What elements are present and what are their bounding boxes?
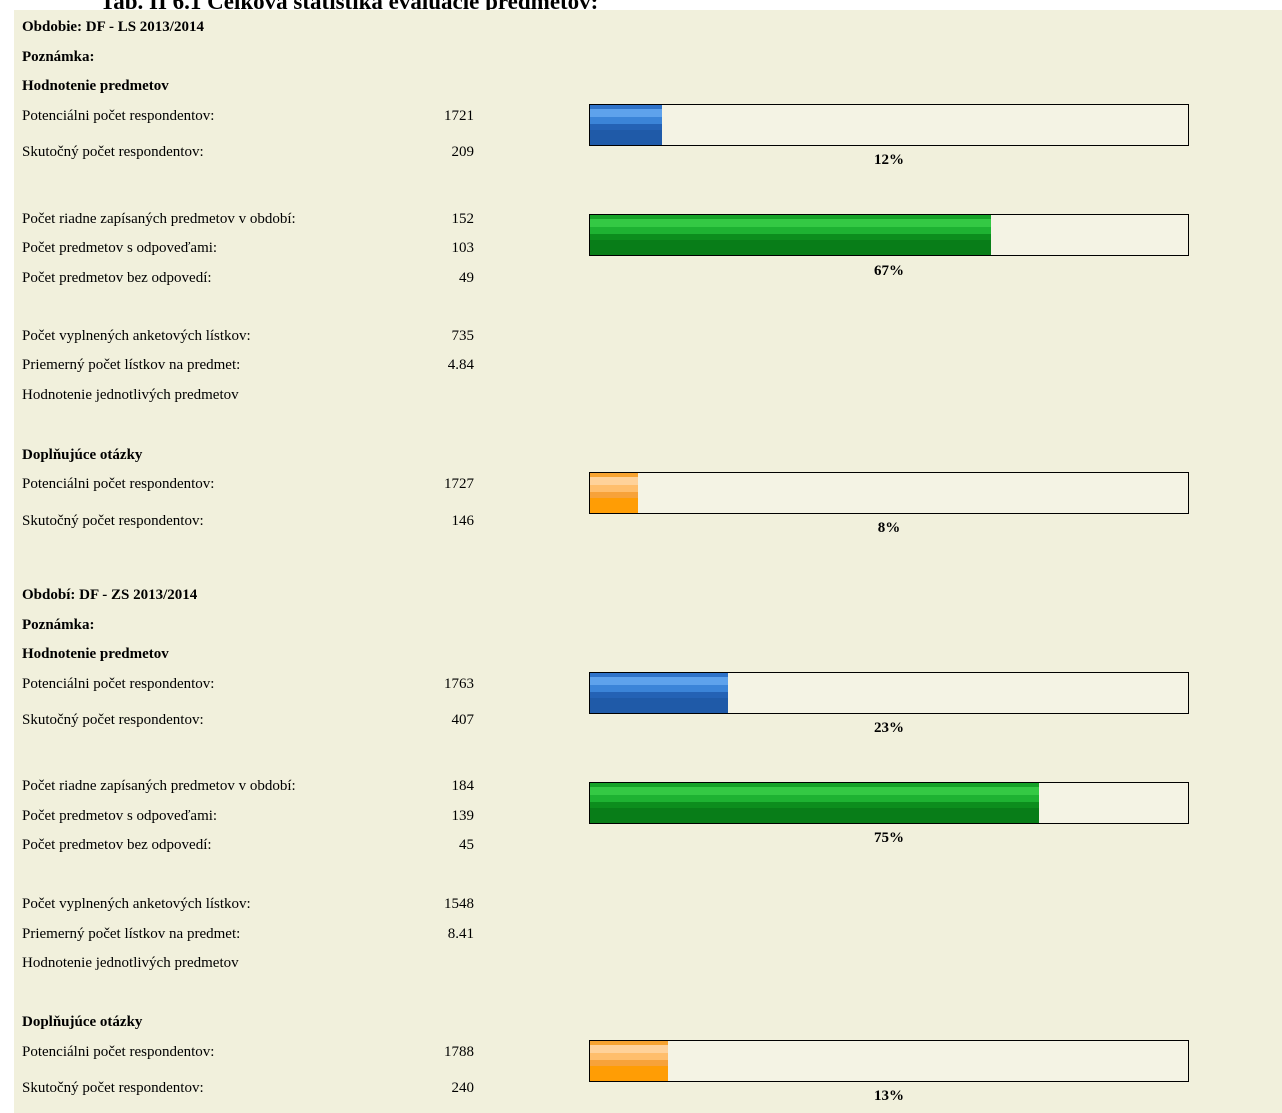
subjects-with-answers-value: 139 — [451, 808, 475, 824]
respondents-progress-fill — [590, 673, 728, 713]
subjects-progress-percent: 67% — [874, 263, 904, 279]
supp-respondents-progress-percent: 13% — [874, 1088, 904, 1104]
actual-respondents-label: Skutočný počet respondentov: — [22, 712, 204, 728]
average-forms-value: 4.84 — [447, 357, 474, 373]
evaluation-heading: Hodnotenie predmetov — [22, 78, 169, 94]
average-forms-value: 8.41 — [447, 926, 474, 942]
respondents-progress-bar — [589, 672, 1189, 714]
actual-respondents-value: 209 — [451, 144, 475, 160]
subjects-with-answers-value: 103 — [451, 240, 475, 256]
respondents-progress-fill — [590, 105, 662, 145]
supp-potential-respondents-value: 1727 — [444, 476, 474, 492]
subjects-progress-bar — [589, 782, 1189, 824]
supplementary-heading: Doplňujúce otázky — [22, 447, 143, 463]
supp-respondents-progress-bar — [589, 472, 1189, 514]
period-label: Obdobie: DF - LS 2013/2014 — [22, 19, 204, 35]
period-label: Období: DF - ZS 2013/2014 — [22, 587, 198, 603]
filled-forms-value: 735 — [451, 328, 475, 344]
supp-respondents-progress-bar — [589, 1040, 1189, 1082]
enrolled-subjects-value: 184 — [451, 778, 475, 794]
supp-actual-respondents-label: Skutočný počet respondentov: — [22, 513, 204, 529]
note-label: Poznámka: — [22, 617, 95, 633]
subjects-with-answers-label: Počet predmetov s odpoveďami: — [22, 808, 218, 824]
filled-forms-label: Počet vyplnených anketových lístkov: — [22, 328, 251, 344]
subjects-without-answers-label: Počet predmetov bez odpovedí: — [22, 837, 212, 853]
filled-forms-value: 1548 — [444, 896, 474, 912]
subjects-progress-fill — [590, 783, 1039, 823]
supp-potential-respondents-label: Potenciálni počet respondentov: — [22, 476, 215, 492]
individual-evaluation-label: Hodnotenie jednotlivých predmetov — [22, 387, 239, 403]
individual-evaluation-label: Hodnotenie jednotlivých predmetov — [22, 955, 239, 971]
enrolled-subjects-label: Počet riadne zapísaných predmetov v obdo… — [22, 211, 296, 227]
subjects-with-answers-label: Počet predmetov s odpoveďami: — [22, 240, 218, 256]
supp-potential-respondents-label: Potenciálni počet respondentov: — [22, 1044, 215, 1060]
actual-respondents-value: 407 — [451, 712, 475, 728]
supp-actual-respondents-value: 146 — [451, 513, 475, 529]
supp-respondents-progress-fill — [590, 1041, 668, 1081]
supp-actual-respondents-label: Skutočný počet respondentov: — [22, 1080, 204, 1096]
evaluation-heading: Hodnotenie predmetov — [22, 646, 169, 662]
potential-respondents-label: Potenciálni počet respondentov: — [22, 676, 215, 692]
note-label: Poznámka: — [22, 49, 95, 65]
respondents-progress-percent: 23% — [874, 720, 904, 736]
filled-forms-label: Počet vyplnených anketových lístkov: — [22, 896, 251, 912]
subjects-progress-percent: 75% — [874, 830, 904, 846]
average-forms-label: Priemerný počet lístkov na predmet: — [22, 926, 241, 942]
supp-respondents-progress-percent: 8% — [877, 520, 901, 536]
potential-respondents-value: 1721 — [444, 108, 474, 124]
enrolled-subjects-label: Počet riadne zapísaných predmetov v obdo… — [22, 778, 296, 794]
average-forms-label: Priemerný počet lístkov na predmet: — [22, 357, 241, 373]
supp-actual-respondents-value: 240 — [451, 1080, 475, 1096]
subjects-without-answers-label: Počet predmetov bez odpovedí: — [22, 270, 212, 286]
supplementary-heading: Doplňujúce otázky — [22, 1014, 143, 1030]
actual-respondents-label: Skutočný počet respondentov: — [22, 144, 204, 160]
subjects-without-answers-value: 49 — [459, 270, 474, 286]
potential-respondents-label: Potenciálni počet respondentov: — [22, 108, 215, 124]
enrolled-subjects-value: 152 — [451, 211, 475, 227]
subjects-progress-bar — [589, 214, 1189, 256]
potential-respondents-value: 1763 — [444, 676, 474, 692]
respondents-progress-percent: 12% — [874, 152, 904, 168]
statistics-panel: Obdobie: DF - LS 2013/2014 Poznámka: Hod… — [14, 10, 1282, 1113]
supp-potential-respondents-value: 1788 — [444, 1044, 474, 1060]
subjects-without-answers-value: 45 — [459, 837, 474, 853]
supp-respondents-progress-fill — [590, 473, 638, 513]
subjects-progress-fill — [590, 215, 991, 255]
respondents-progress-bar — [589, 104, 1189, 146]
